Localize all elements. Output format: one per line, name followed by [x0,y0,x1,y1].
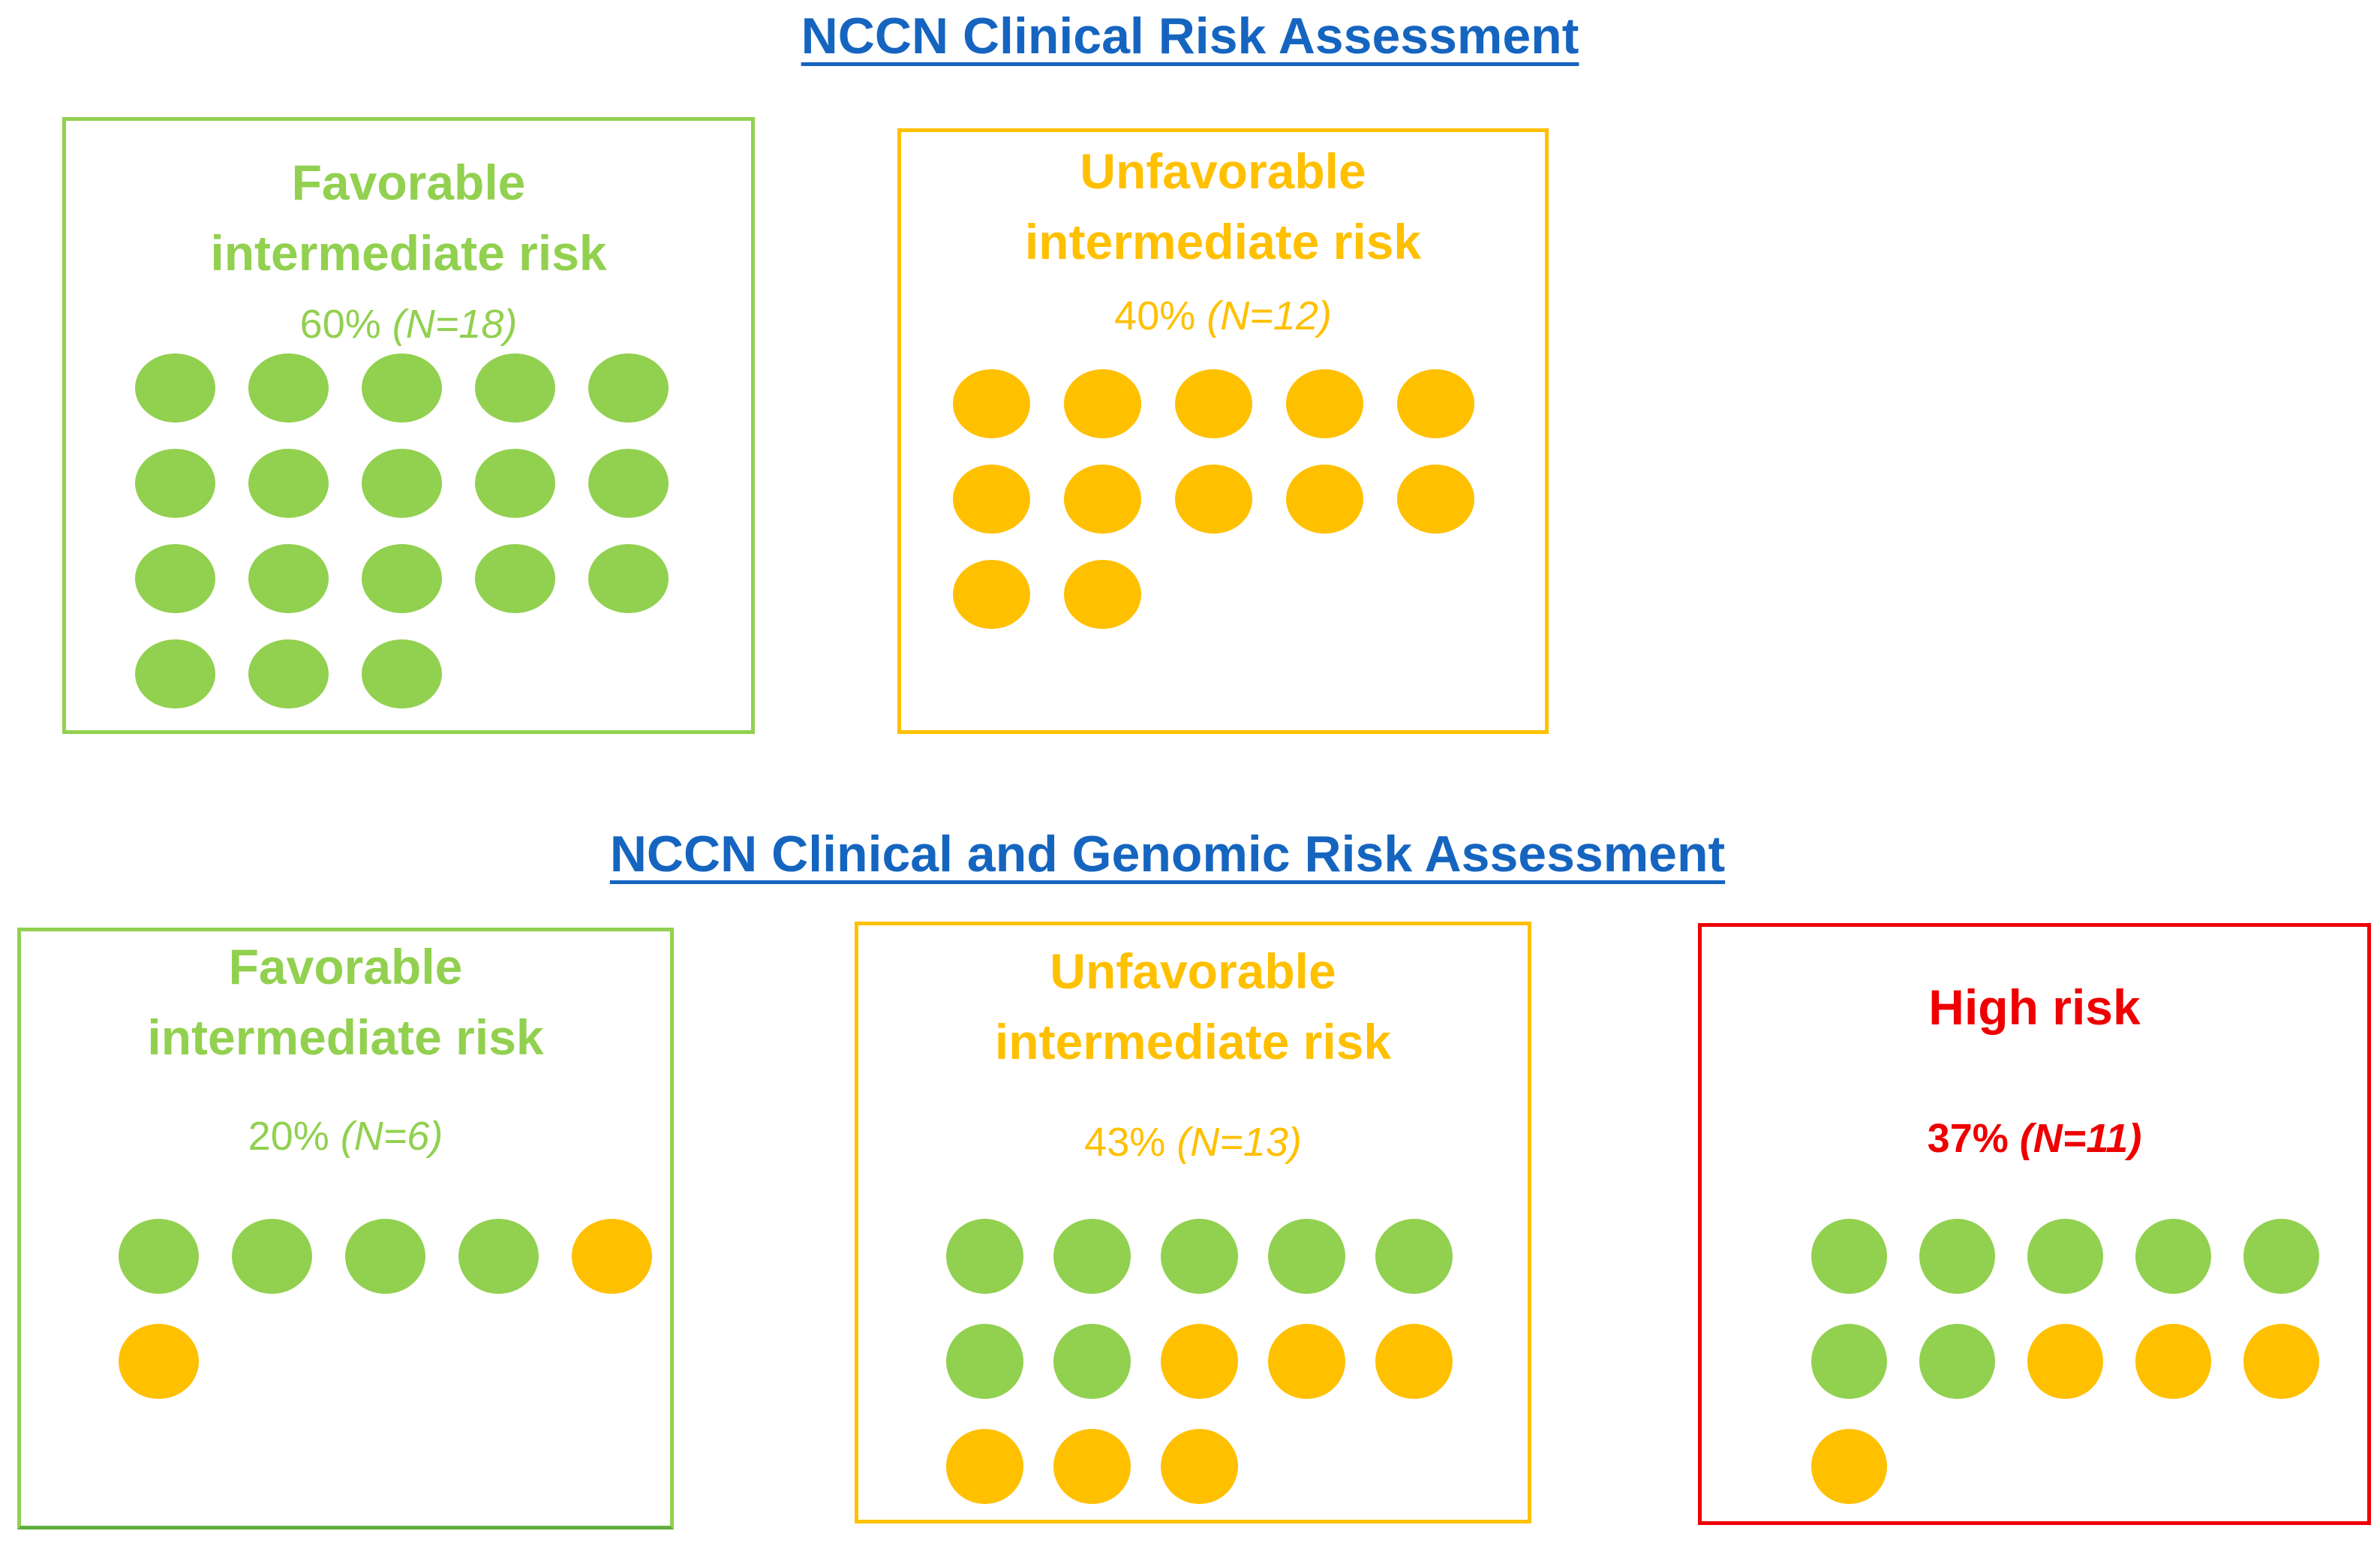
favorable-patient-dot [1268,1219,1345,1294]
unfavorable-patient-dot [572,1219,652,1294]
unfavorable-patient-dot [1397,369,1474,438]
unfavorable-patient-dot [2135,1324,2211,1399]
favorable-patient-dot [1811,1324,1887,1399]
favorable-patient-dot [135,449,215,518]
favorable-patient-dot [362,449,442,518]
clinical-unfavorable-title-line2: intermediate risk [1024,214,1422,269]
genomic-high-stat: 37% (N=11) [1702,1118,2367,1159]
favorable-patient-dot [458,1219,539,1294]
unfavorable-patient-dot [1397,465,1474,534]
unfavorable-patient-dot [1161,1324,1238,1399]
unfavorable-patient-dot [1175,465,1252,534]
favorable-patient-dot [1919,1324,1995,1399]
favorable-patient-dot [2243,1219,2319,1294]
unfavorable-patient-dot [1053,1429,1131,1504]
clinical-unfavorable-title: Unfavorable intermediate risk [901,136,1545,277]
unfavorable-patient-dot [953,560,1030,629]
genomic-favorable-n: (N=6) [340,1114,443,1159]
clinical-favorable-title-line1: Favorable [291,155,526,210]
unfavorable-patient-dot [953,465,1030,534]
favorable-patient-dot [135,544,215,613]
favorable-patient-dot [1161,1219,1238,1294]
favorable-patient-dot [248,353,329,423]
favorable-patient-dot [475,353,555,423]
unfavorable-patient-dot [1811,1429,1887,1504]
favorable-patient-dot [2027,1219,2103,1294]
favorable-patient-dot [1919,1219,1995,1294]
favorable-patient-dot [946,1324,1023,1399]
genomic-high-title: High risk [1702,972,2367,1042]
clinical-heading: NCCN Clinical Risk Assessment [801,8,1579,65]
clinical-unfavorable-title-line1: Unfavorable [1080,143,1366,199]
genomic-favorable-title-line2: intermediate risk [147,1009,544,1065]
unfavorable-patient-dot [1064,560,1141,629]
unfavorable-patient-dot [1286,465,1363,534]
clinical-favorable-title-line2: intermediate risk [210,225,607,281]
genomic-favorable-pct: 20% [248,1114,329,1159]
genomic-unfavorable-title-line2: intermediate risk [994,1014,1392,1069]
clinical-favorable-box: Favorable intermediate risk 60% (N=18) [62,117,755,734]
favorable-patient-dot [362,544,442,613]
unfavorable-patient-dot [946,1429,1023,1504]
favorable-patient-dot [1053,1219,1131,1294]
genomic-unfavorable-n: (N=13) [1176,1120,1302,1165]
genomic-high-n: (N=11) [2019,1116,2142,1161]
favorable-patient-dot [1053,1324,1131,1399]
genomic-unfavorable-pct: 43% [1084,1120,1166,1165]
favorable-patient-dot [1375,1219,1453,1294]
unfavorable-patient-dot [953,369,1030,438]
favorable-patient-dot [248,449,329,518]
favorable-patient-dot [232,1219,312,1294]
unfavorable-patient-dot [119,1324,199,1399]
clinical-favorable-stat: 60% (N=18) [66,304,751,344]
favorable-patient-dot [475,544,555,613]
favorable-patient-dot [1811,1219,1887,1294]
favorable-patient-dot [135,353,215,423]
genomic-unfavorable-box: Unfavorable intermediate risk 43% (N=13) [855,922,1531,1523]
unfavorable-patient-dot [1268,1324,1345,1399]
unfavorable-patient-dot [1064,465,1141,534]
favorable-patient-dot [475,449,555,518]
unfavorable-patient-dot [1064,369,1141,438]
favorable-patient-dot [362,353,442,423]
unfavorable-patient-dot [1375,1324,1453,1399]
favorable-patient-dot [362,639,442,708]
favorable-patient-dot [248,639,329,708]
genomic-unfavorable-title: Unfavorable intermediate risk [858,936,1528,1077]
clinical-unfavorable-stat: 40% (N=12) [901,296,1545,336]
clinical-favorable-n: (N=18) [392,302,518,347]
unfavorable-patient-dot [2027,1324,2103,1399]
genomic-high-box: High risk 37% (N=11) [1698,923,2371,1525]
genomic-unfavorable-stat: 43% (N=13) [858,1122,1528,1163]
clinical-unfavorable-pct: 40% [1114,293,1196,338]
genomic-favorable-title: Favorable intermediate risk [21,931,670,1072]
unfavorable-patient-dot [2243,1324,2319,1399]
favorable-patient-dot [119,1219,199,1294]
favorable-patient-dot [588,449,669,518]
favorable-patient-dot [946,1219,1023,1294]
genomic-high-title-line1: High risk [1928,979,2141,1035]
favorable-patient-dot [135,639,215,708]
clinical-favorable-title: Favorable intermediate risk [66,147,751,288]
unfavorable-patient-dot [1161,1429,1238,1504]
favorable-patient-dot [345,1219,425,1294]
genomic-favorable-stat: 20% (N=6) [21,1116,670,1156]
genomic-unfavorable-title-line1: Unfavorable [1050,943,1336,999]
favorable-patient-dot [2135,1219,2211,1294]
favorable-patient-dot [588,544,669,613]
genomic-favorable-title-line1: Favorable [228,939,463,994]
clinical-unfavorable-box: Unfavorable intermediate risk 40% (N=12) [897,128,1549,734]
genomic-high-pct: 37% [1927,1116,2009,1161]
unfavorable-patient-dot [1286,369,1363,438]
unfavorable-patient-dot [1175,369,1252,438]
favorable-patient-dot [248,544,329,613]
clinical-unfavorable-n: (N=12) [1207,293,1332,338]
clinical-favorable-pct: 60% [299,302,381,347]
genomic-heading: NCCN Clinical and Genomic Risk Assessmen… [609,826,1726,883]
favorable-patient-dot [588,353,669,423]
genomic-favorable-box: Favorable intermediate risk 20% (N=6) [17,928,674,1529]
